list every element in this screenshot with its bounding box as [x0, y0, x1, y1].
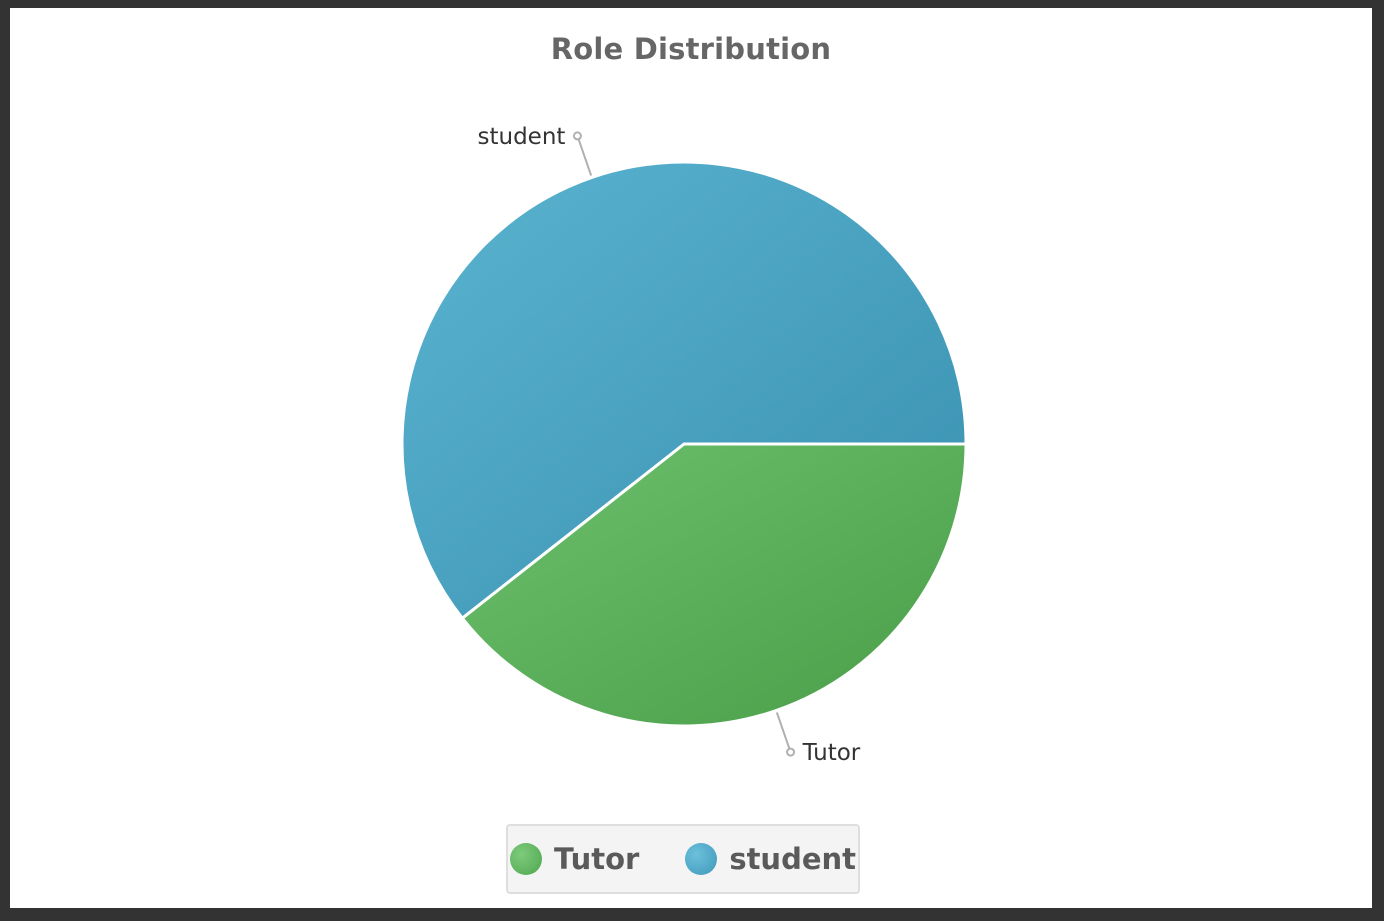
label-connector-dot-tutor	[786, 747, 796, 757]
data-label-student: student	[477, 124, 565, 150]
legend-label-student: student	[729, 842, 857, 876]
chart-title: Role Distribution	[550, 32, 832, 66]
legend-item-tutor[interactable]: Tutor	[509, 842, 640, 876]
legend-swatch-student	[685, 843, 718, 875]
chart-frame: Role Distribution Tutor student Tutor stu…	[10, 8, 1372, 908]
label-connector-student	[576, 135, 593, 176]
legend-swatch-tutor	[509, 843, 542, 875]
data-label-tutor: Tutor	[802, 740, 861, 766]
pie-slice-tutor[interactable]	[460, 442, 968, 728]
label-connector-tutor	[775, 712, 792, 753]
pie-chart: Tutor student	[400, 124, 968, 766]
pie-slice-student[interactable]	[400, 160, 968, 620]
legend-label-tutor: Tutor	[553, 842, 640, 876]
chart-legend: Tutor student	[506, 824, 860, 894]
legend-item-student[interactable]: student	[685, 842, 856, 876]
label-connector-dot-student	[572, 131, 582, 141]
